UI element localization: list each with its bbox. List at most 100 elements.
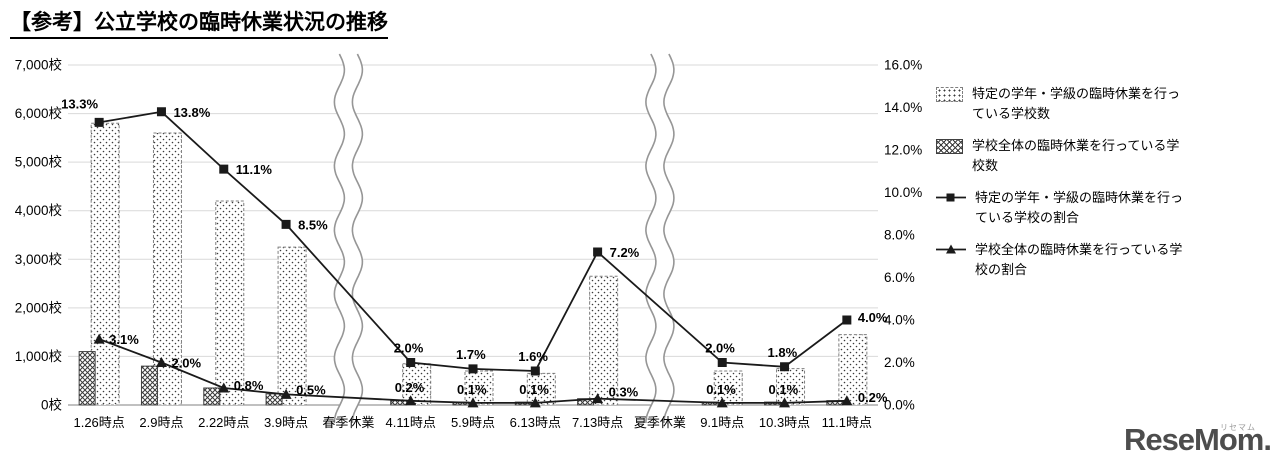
svg-text:0.2%: 0.2% xyxy=(395,380,425,395)
square-marker xyxy=(281,219,291,229)
square-marker xyxy=(780,362,790,372)
bar-dotted xyxy=(215,200,245,406)
svg-text:1,000校: 1,000校 xyxy=(15,348,63,364)
square-marker xyxy=(94,117,104,127)
svg-text:0.1%: 0.1% xyxy=(519,382,549,397)
svg-text:0.1%: 0.1% xyxy=(457,382,487,397)
legend-item-crosshatch-bar: 学校全体の臨時休業を行っている学校数 xyxy=(936,136,1190,175)
svg-text:11.1時点: 11.1時点 xyxy=(822,415,872,430)
right-axis-tick-labels: 0.0% 2.0% 4.0% 6.0% 8.0% 10.0% 12.0% 14.0% 16.0% xyxy=(884,58,922,413)
svg-text:0.3%: 0.3% xyxy=(609,385,639,400)
triangle-marker xyxy=(841,395,853,406)
svg-text:1.7%: 1.7% xyxy=(456,347,486,362)
triangle-line-swatch-icon xyxy=(936,244,966,254)
svg-text:6.0%: 6.0% xyxy=(884,270,915,285)
svg-text:16.0%: 16.0% xyxy=(884,58,922,73)
resemom-logo: リセマム ReseMom. xyxy=(1124,422,1272,462)
bars xyxy=(78,122,868,406)
svg-text:2,000校: 2,000校 xyxy=(15,299,63,315)
legend: 特定の学年・学級の臨時休業を行っている学校数 学校全体の臨時休業を行っている学校… xyxy=(936,84,1190,292)
square-marker xyxy=(156,107,166,117)
svg-text:7.13時点: 7.13時点 xyxy=(572,415,623,430)
dotted-bar-swatch-icon xyxy=(936,87,963,102)
triangle-marker xyxy=(218,382,230,393)
legend-item-triangle-line: 学校全体の臨時休業を行っている学校の割合 xyxy=(936,240,1190,279)
bar-dotted xyxy=(589,275,619,406)
svg-text:6,000校: 6,000校 xyxy=(15,105,63,121)
bar-dotted xyxy=(776,368,806,406)
svg-text:7,000校: 7,000校 xyxy=(15,57,63,73)
square-marker xyxy=(219,164,229,174)
svg-text:2.9時点: 2.9時点 xyxy=(139,415,183,430)
logo-text: ReseMom xyxy=(1123,422,1264,457)
triangle-marker xyxy=(155,357,167,367)
legend-label: 学校全体の臨時休業を行っている学校数 xyxy=(972,138,1180,173)
bar-crosshatch xyxy=(265,393,283,406)
svg-text:0.1%: 0.1% xyxy=(769,382,799,397)
square-marker xyxy=(530,366,540,376)
triangle-marker xyxy=(779,397,791,408)
bar-crosshatch xyxy=(203,387,221,406)
svg-text:0.5%: 0.5% xyxy=(296,382,326,397)
bar-dotted xyxy=(152,132,182,406)
legend-item-dotted-bar: 特定の学年・学級の臨時休業を行っている学校数 xyxy=(936,84,1190,123)
bar-crosshatch xyxy=(140,365,158,406)
triangle-marker xyxy=(405,395,417,406)
svg-text:3,000校: 3,000校 xyxy=(15,251,63,267)
svg-text:5,000校: 5,000校 xyxy=(15,154,63,170)
svg-text:夏季休業: 夏季休業 xyxy=(634,415,686,430)
x-axis-labels: 1.26時点 2.9時点 2.22時点 3.9時点 春季休業 4.11時点 5.9時点 6.1… xyxy=(73,415,872,430)
svg-text:2.0%: 2.0% xyxy=(884,355,915,370)
svg-text:1.6%: 1.6% xyxy=(518,349,548,364)
svg-text:4,000校: 4,000校 xyxy=(15,202,63,218)
svg-text:3.9時点: 3.9時点 xyxy=(264,415,308,430)
left-axis-tick-labels: 0校 1,000校 2,000校 3,000校 4,000校 5,000校 6,000校 7,… xyxy=(15,57,63,413)
square-marker xyxy=(842,315,852,325)
bar-dotted xyxy=(464,370,494,406)
bar-dotted xyxy=(838,334,868,406)
bar-dotted xyxy=(526,372,556,406)
legend-label: 特定の学年・学級の臨時休業を行っている学校の割合 xyxy=(975,190,1184,225)
svg-text:春季休業: 春季休業 xyxy=(322,415,374,430)
triangle-marker xyxy=(93,333,105,344)
legend-item-square-line: 特定の学年・学級の臨時休業を行っている学校の割合 xyxy=(936,188,1190,227)
svg-text:5.9時点: 5.9時点 xyxy=(451,415,495,430)
bar-dotted xyxy=(90,122,120,406)
bar-dotted xyxy=(277,246,307,406)
svg-text:8.5%: 8.5% xyxy=(298,217,328,232)
square-marker xyxy=(406,358,416,367)
logo-dot: . xyxy=(1263,422,1272,457)
legend-label: 学校全体の臨時休業を行っている学校の割合 xyxy=(975,242,1183,277)
square-marker xyxy=(468,364,478,374)
crosshatch-bar-swatch-icon xyxy=(936,139,963,154)
svg-text:8.0%: 8.0% xyxy=(884,228,915,243)
svg-text:10.0%: 10.0% xyxy=(884,185,922,200)
svg-text:2.0%: 2.0% xyxy=(171,356,201,371)
svg-text:9.1時点: 9.1時点 xyxy=(700,415,744,430)
line-series-square: 13.3% 13.8% 11.1% 8.5% 2.0% 1.7% 1.6% 7.2% 2.0% 1… xyxy=(61,96,888,376)
svg-text:2.0%: 2.0% xyxy=(705,341,735,356)
bar-dotted xyxy=(713,370,743,406)
triangle-marker xyxy=(467,397,479,408)
svg-text:0.0%: 0.0% xyxy=(884,398,915,413)
svg-text:1.26時点: 1.26時点 xyxy=(73,415,124,430)
svg-text:6.13時点: 6.13時点 xyxy=(510,415,561,430)
square-marker xyxy=(593,247,603,257)
svg-text:12.0%: 12.0% xyxy=(884,143,922,158)
square-line-swatch-icon xyxy=(936,193,966,202)
svg-text:1.8%: 1.8% xyxy=(768,345,798,360)
svg-text:4.0%: 4.0% xyxy=(858,310,888,325)
svg-text:0.2%: 0.2% xyxy=(858,390,888,405)
triangle-marker xyxy=(716,397,728,408)
svg-text:13.8%: 13.8% xyxy=(173,105,210,120)
svg-text:7.2%: 7.2% xyxy=(610,245,640,260)
triangle-marker xyxy=(529,397,541,408)
bar-dotted xyxy=(402,363,432,406)
svg-text:11.1%: 11.1% xyxy=(236,162,273,177)
triangle-marker xyxy=(280,388,292,399)
svg-text:4.11時点: 4.11時点 xyxy=(386,415,436,430)
triangle-marker xyxy=(592,393,604,404)
legend-label: 特定の学年・学級の臨時休業を行っている学校数 xyxy=(972,86,1181,121)
square-marker xyxy=(717,358,727,367)
